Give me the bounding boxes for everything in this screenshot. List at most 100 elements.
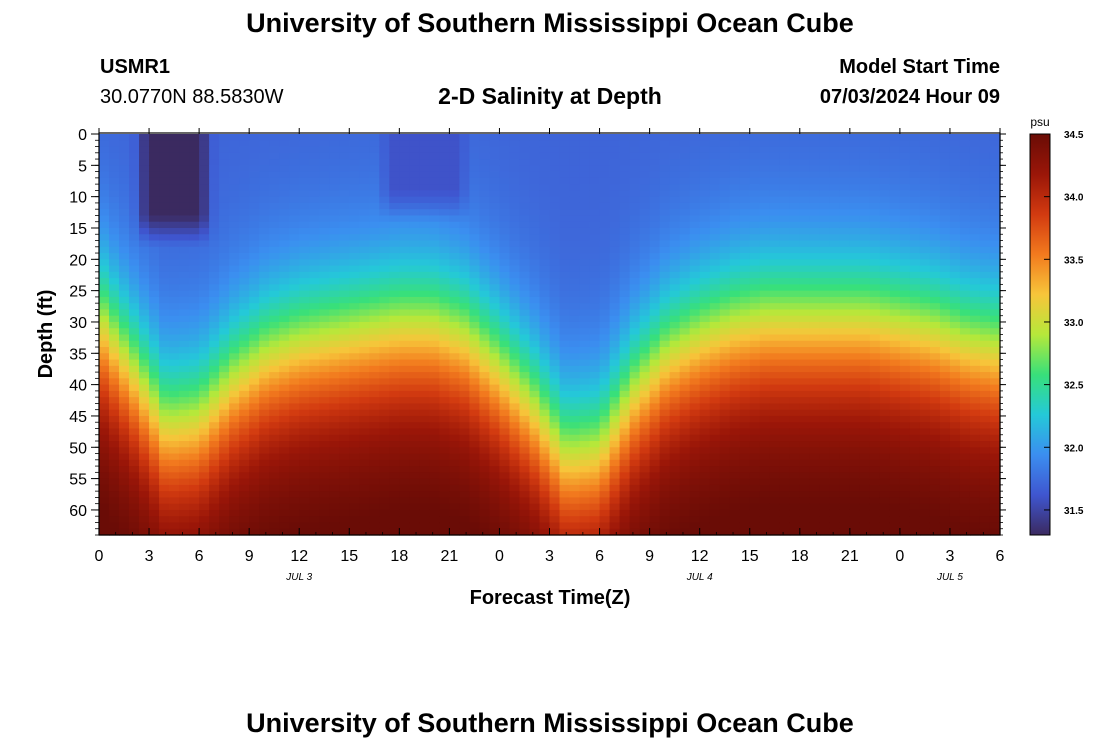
heatmap-cell (159, 177, 170, 185)
heatmap-cell (719, 503, 731, 511)
heatmap-cell (799, 453, 811, 461)
heatmap-cell (699, 159, 711, 166)
heatmap-cell (539, 227, 551, 235)
heatmap-cell (349, 397, 360, 405)
heatmap-cell (779, 253, 791, 260)
heatmap-cell (799, 528, 811, 536)
heatmap-cell (169, 447, 180, 455)
heatmap-cell (739, 246, 751, 254)
heatmap-cell (129, 478, 140, 486)
heatmap-cell (229, 528, 240, 536)
heatmap-cell (449, 441, 460, 448)
heatmap-cell (609, 315, 621, 323)
heatmap-cell (549, 309, 561, 317)
heatmap-cell (459, 378, 471, 386)
heatmap-cell (109, 409, 120, 417)
heatmap-cell (99, 428, 110, 436)
heatmap-cell (529, 409, 541, 417)
heatmap-cell (99, 434, 110, 442)
heatmap-cell (839, 309, 851, 317)
heatmap-cell (649, 209, 661, 217)
heatmap-cell (439, 415, 450, 423)
heatmap-cell (839, 434, 851, 442)
heatmap-cell (779, 459, 791, 467)
heatmap-cell (619, 152, 631, 160)
heatmap-cell (259, 372, 270, 379)
heatmap-cell (419, 165, 430, 173)
heatmap-cell (479, 265, 491, 273)
heatmap-cell (319, 328, 330, 336)
heatmap-cell (709, 315, 721, 323)
heatmap-cell (209, 434, 220, 442)
heatmap-cell (209, 441, 220, 448)
heatmap-cell (709, 359, 721, 367)
heatmap-cell (599, 453, 611, 461)
heatmap-cell (579, 134, 591, 141)
heatmap-cell (489, 390, 501, 398)
heatmap-cell (379, 221, 390, 229)
heatmap-cell (869, 165, 881, 173)
heatmap-cell (399, 434, 410, 442)
heatmap-cell (599, 202, 611, 210)
heatmap-cell (609, 353, 621, 361)
heatmap-cell (339, 365, 350, 373)
heatmap-cell (549, 165, 561, 173)
heatmap-cell (229, 459, 240, 467)
heatmap-cell (239, 478, 250, 486)
heatmap-cell (619, 253, 631, 260)
heatmap-cell (99, 365, 110, 373)
heatmap-cell (379, 165, 390, 173)
heatmap-cell (399, 246, 410, 254)
heatmap-cell (499, 171, 511, 179)
heatmap-cell (719, 528, 731, 536)
heatmap-cell (209, 390, 220, 398)
heatmap-cell (559, 278, 571, 285)
heatmap-cell (749, 522, 761, 530)
heatmap-cell (659, 171, 671, 179)
heatmap-cell (119, 184, 130, 191)
heatmap-cell (509, 415, 521, 423)
heatmap-cell (669, 334, 681, 342)
heatmap-cell (559, 190, 571, 198)
heatmap-cell (449, 202, 460, 210)
heatmap-cell (859, 190, 871, 198)
heatmap-cell (689, 478, 701, 486)
heatmap-cell (689, 246, 701, 254)
heatmap-cell (419, 509, 430, 517)
heatmap-cell (569, 177, 581, 185)
heatmap-cell (279, 134, 290, 141)
heatmap-cell (559, 516, 571, 524)
heatmap-cell (659, 334, 671, 342)
heatmap-cell (269, 240, 280, 248)
heatmap-cell (589, 491, 601, 499)
heatmap-cell (309, 221, 320, 229)
heatmap-cell (219, 321, 230, 329)
heatmap-cell (259, 434, 270, 442)
heatmap-cell (399, 403, 410, 411)
heatmap-cell (649, 171, 661, 179)
heatmap-cell (329, 359, 340, 367)
heatmap-cell (139, 528, 150, 536)
heatmap-cell (269, 134, 280, 141)
heatmap-cell (819, 303, 831, 311)
heatmap-cell (849, 403, 861, 411)
heatmap-cell (149, 227, 160, 235)
heatmap-cell (629, 159, 641, 166)
heatmap-cell (689, 459, 701, 467)
heatmap-cell (489, 365, 501, 373)
heatmap-cell (369, 409, 380, 417)
heatmap-cell (719, 390, 731, 398)
heatmap-cell (509, 472, 521, 480)
heatmap-cell (799, 171, 811, 179)
heatmap-cell (469, 215, 481, 223)
heatmap-cell (659, 296, 671, 304)
heatmap-cell (259, 171, 270, 179)
heatmap-cell (159, 415, 170, 423)
heatmap-cell (439, 278, 450, 285)
heatmap-cell (219, 184, 230, 191)
heatmap-cell (729, 140, 741, 148)
heatmap-cell (609, 516, 621, 524)
heatmap-cell (819, 403, 831, 411)
heatmap-cell (129, 284, 140, 292)
heatmap-cell (579, 415, 591, 423)
